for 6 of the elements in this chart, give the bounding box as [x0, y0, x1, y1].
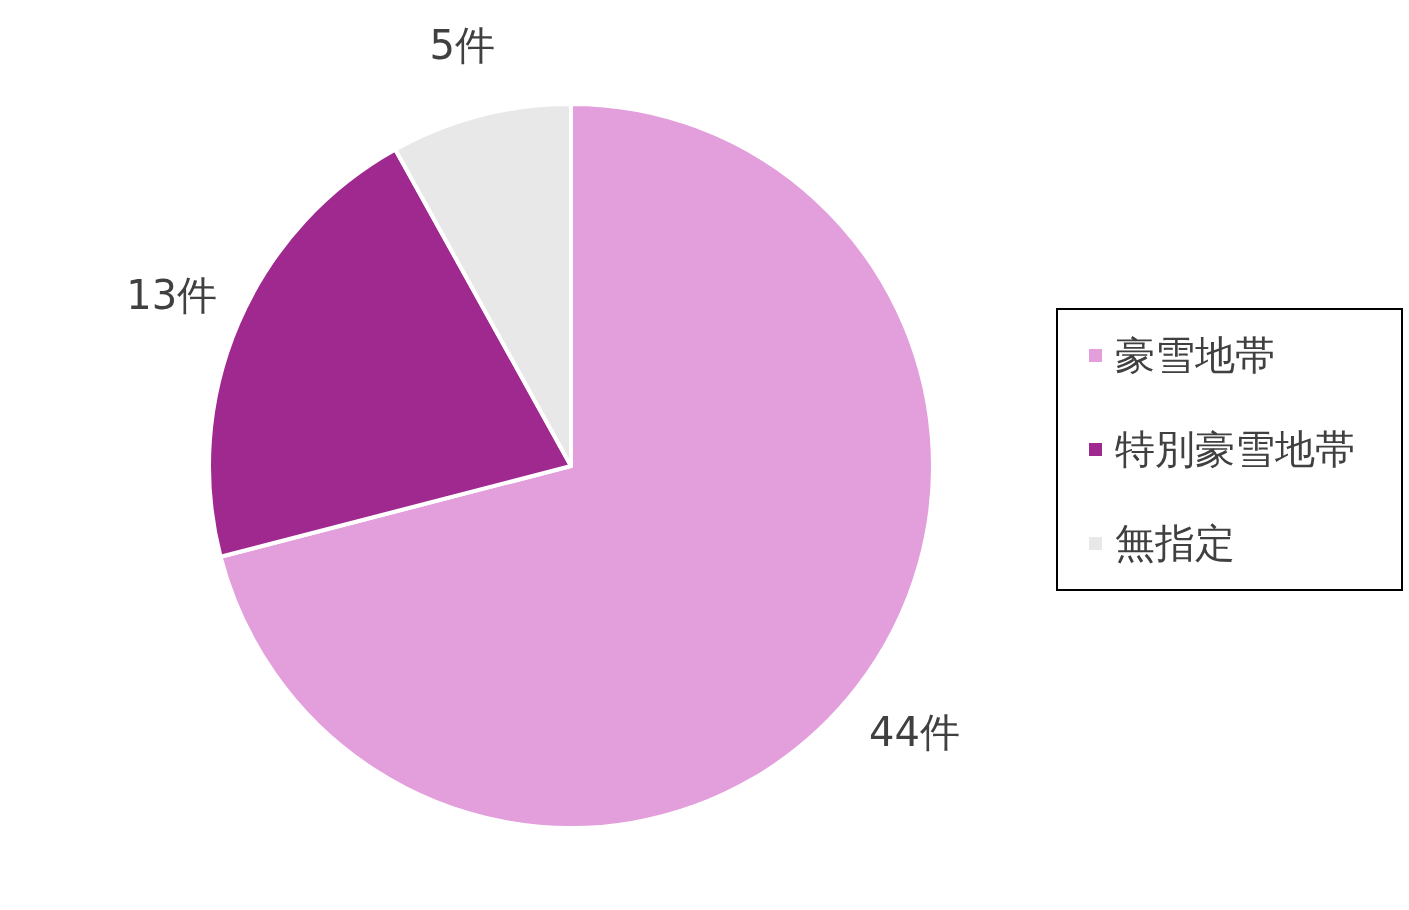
data-label: 44件	[869, 708, 960, 755]
legend-label: 豪雪地帯	[1115, 332, 1275, 378]
legend-label: 特別豪雪地帯	[1115, 426, 1355, 472]
data-label: 5件	[429, 22, 495, 69]
legend-label: 無指定	[1115, 520, 1235, 566]
data-label: 13件	[126, 271, 218, 318]
